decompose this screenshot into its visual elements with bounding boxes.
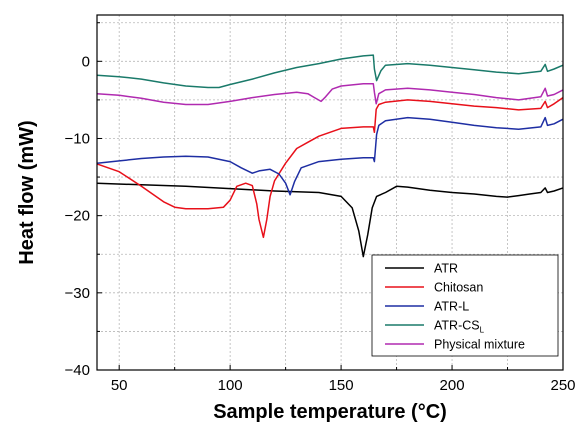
x-tick-label: 50 xyxy=(111,377,128,394)
y-tick-label: −10 xyxy=(65,130,90,147)
y-tick-label: −30 xyxy=(65,285,90,302)
x-tick-label: 100 xyxy=(218,377,243,394)
series-line xyxy=(96,96,564,239)
plot-frame xyxy=(96,14,564,371)
legend-label: ATR-CSL xyxy=(434,319,485,335)
y-tick-label: 0 xyxy=(82,53,90,70)
series-line xyxy=(96,54,564,89)
x-tick-label: 150 xyxy=(329,377,354,394)
legend-label: Physical mixture xyxy=(434,338,525,352)
tick-labels: 50 100 150 200 250 0 −10 −20 −30 −40 xyxy=(65,53,576,394)
x-tick-label: 250 xyxy=(550,377,575,394)
x-tick-label: 200 xyxy=(440,377,465,394)
series-line xyxy=(96,116,564,196)
legend-label-subscript: L xyxy=(480,326,485,335)
series-line xyxy=(96,182,564,258)
x-axis-title: Sample temperature (°C) xyxy=(213,401,447,423)
legend-label: ATR-L xyxy=(434,300,469,314)
axis-ticks xyxy=(97,22,564,371)
y-tick-label: −40 xyxy=(65,362,90,379)
y-axis-title: Heat flow (mW) xyxy=(16,120,38,264)
series-line xyxy=(96,82,564,106)
legend: ATR Chitosan ATR-L ATR-CSL Physical mixture xyxy=(371,254,559,357)
legend-label: Chitosan xyxy=(434,281,483,295)
y-tick-label: −20 xyxy=(65,208,90,225)
series-lines xyxy=(96,54,564,258)
legend-label: ATR xyxy=(434,262,458,276)
